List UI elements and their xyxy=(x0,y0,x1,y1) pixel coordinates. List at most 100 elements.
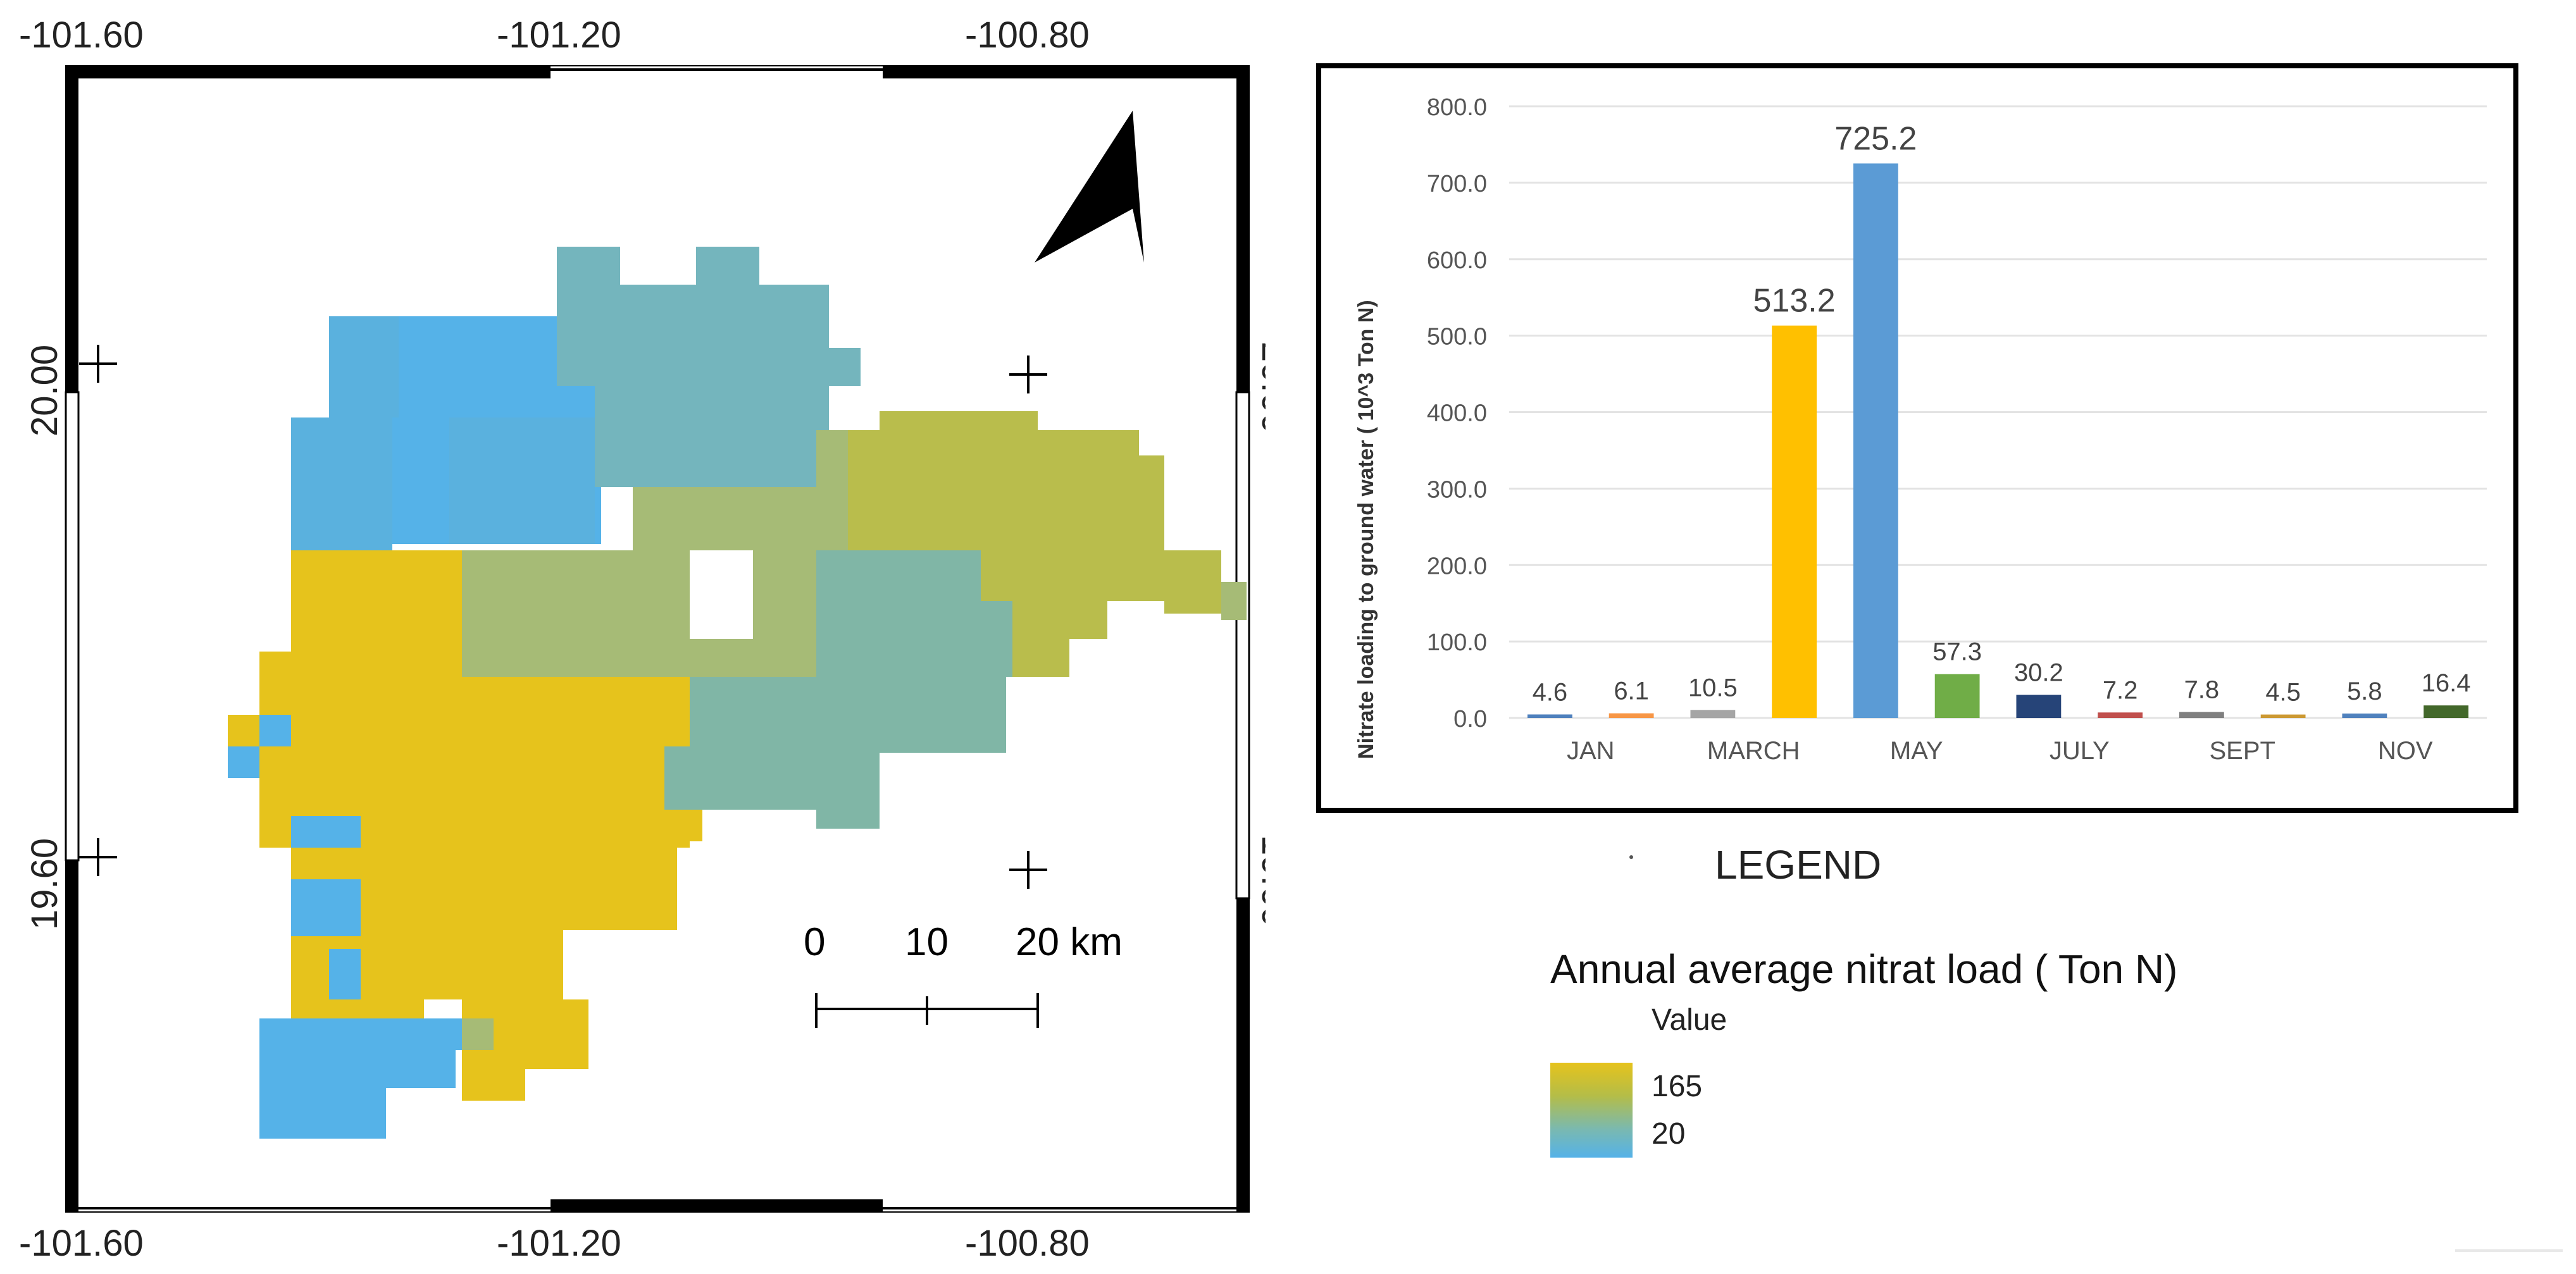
y-tick-label: 200.0 xyxy=(1427,553,1487,579)
bar-sept xyxy=(2179,712,2224,718)
legend-heading: LEGEND xyxy=(1715,842,1882,887)
raster-cell xyxy=(329,848,677,930)
north-arrow-icon xyxy=(1035,111,1144,263)
raster-cell xyxy=(1164,550,1221,614)
raster-cell xyxy=(259,1018,354,1088)
stray-dot xyxy=(1629,855,1633,859)
raster-cell xyxy=(753,550,816,639)
lon-label-top-3: -100.80 xyxy=(965,15,1090,56)
bar-april xyxy=(1772,325,1817,718)
bar-may xyxy=(1853,163,1898,718)
y-tick-label: 700.0 xyxy=(1427,171,1487,197)
raster-cell xyxy=(829,348,861,386)
map-panel: 0 10 20 km -101.60 -101.20 -100.80 -101.… xyxy=(19,15,1266,1264)
raster-cell xyxy=(1076,455,1164,569)
chart-bars xyxy=(1527,163,2469,718)
value-label: 4.5 xyxy=(2265,679,2301,707)
chart-x-ticks: JAN MARCH MAY JULY SEPT NOV xyxy=(1567,737,2433,765)
graticule-crosses xyxy=(79,345,1047,889)
chart-value-labels: 4.6 6.1 10.5 513.2 725.2 57.3 30.2 7.2 7.8 4.5 5.8… xyxy=(1533,120,2471,706)
lon-label-top-2: -101.20 xyxy=(497,15,621,56)
x-tick-label: JAN xyxy=(1567,737,1615,765)
raster-cell xyxy=(664,746,816,810)
value-label: 10.5 xyxy=(1688,674,1738,702)
raster-cell xyxy=(880,677,1006,753)
bar-feb xyxy=(1608,713,1654,718)
bar-nov xyxy=(2342,713,2387,718)
raster-cell xyxy=(259,715,291,746)
raster-cell xyxy=(595,386,829,487)
x-tick-label: MARCH xyxy=(1707,737,1800,765)
x-tick-label: MAY xyxy=(1890,737,1943,765)
bar-aug xyxy=(2098,712,2143,718)
raster-cell xyxy=(1012,639,1069,677)
value-label: 513.2 xyxy=(1753,283,1836,319)
y-tick-label: 300.0 xyxy=(1427,476,1487,503)
raster-cell xyxy=(462,1069,525,1101)
chart-y-ticks: 0.0 100.0 200.0 300.0 400.0 500.0 600.0 700.0 80… xyxy=(1427,94,1487,733)
chart-gridlines xyxy=(1509,105,2487,719)
y-tick-label: 800.0 xyxy=(1427,94,1487,121)
lon-label-bottom-3: -100.80 xyxy=(965,1223,1090,1264)
lon-label-top-1: -101.60 xyxy=(19,15,144,56)
value-label: 5.8 xyxy=(2347,677,2382,705)
raster-cell xyxy=(291,816,361,848)
value-label: 725.2 xyxy=(1834,120,1917,157)
raster-cell xyxy=(1000,417,1025,436)
y-tick-label: 500.0 xyxy=(1427,324,1487,350)
y-tick-label: 400.0 xyxy=(1427,400,1487,427)
bar-dec xyxy=(2424,705,2469,718)
legend-title: Annual average nitrat load ( Ton N) xyxy=(1550,946,2178,992)
x-tick-label: NOV xyxy=(2378,737,2433,765)
raster-cell xyxy=(228,746,259,778)
legend-color-ramp xyxy=(1550,1063,1633,1158)
nitrate-load-raster xyxy=(228,247,1247,1139)
bar-jan xyxy=(1527,714,1572,718)
value-label: 7.8 xyxy=(2184,676,2220,704)
raster-cell xyxy=(462,550,690,677)
lat-label-left-2: 19.60 xyxy=(24,838,65,930)
frame-graduation xyxy=(65,66,1250,1212)
lon-label-bottom-1: -101.60 xyxy=(19,1223,144,1264)
legend-max-value: 165 xyxy=(1652,1070,1703,1103)
raster-cell xyxy=(816,810,880,829)
raster-cell xyxy=(690,639,816,677)
scale-bar: 0 10 20 km xyxy=(804,920,1123,1028)
raster-cell xyxy=(557,247,620,285)
bar-oct xyxy=(2260,714,2306,718)
raster-cell xyxy=(329,316,399,417)
x-tick-label: SEPT xyxy=(2210,737,2275,765)
bar-july xyxy=(2016,695,2062,718)
value-label: 16.4 xyxy=(2422,669,2471,697)
raster-cell xyxy=(291,879,361,936)
value-label: 4.6 xyxy=(1533,678,1568,706)
raster-cell xyxy=(816,550,1012,677)
legend-min-value: 20 xyxy=(1652,1117,1686,1151)
lon-label-bottom-2: -101.20 xyxy=(497,1223,621,1264)
lat-label-right-2: 19.60 xyxy=(1254,835,1266,927)
value-label: 6.1 xyxy=(1614,677,1649,705)
nitrate-bar-chart: 0.0 100.0 200.0 300.0 400.0 500.0 600.0 700.0 80… xyxy=(1316,63,2518,813)
raster-cell xyxy=(462,1018,494,1050)
y-tick-label: 100.0 xyxy=(1427,629,1487,656)
value-label: 57.3 xyxy=(1932,638,1982,666)
chart-y-axis-label: Nitrate loading to ground water ( 10^3 T… xyxy=(1354,300,1378,759)
scale-label-0: 0 xyxy=(804,920,825,964)
lat-label-right-1: 20.00 xyxy=(1254,342,1266,433)
value-label: 7.2 xyxy=(2103,676,2138,704)
y-tick-label: 600.0 xyxy=(1427,247,1487,274)
legend-value-label: Value xyxy=(1652,1003,1727,1037)
raster-cell xyxy=(696,247,759,285)
lat-label-left-1: 20.00 xyxy=(24,345,65,436)
raster-cell xyxy=(259,1088,386,1139)
y-tick-label: 0.0 xyxy=(1453,706,1487,733)
chart-border xyxy=(1316,63,2518,813)
scale-label-10: 10 xyxy=(905,920,949,964)
value-label: 30.2 xyxy=(2014,659,2063,686)
raster-cell xyxy=(557,285,829,386)
raster-cell xyxy=(449,417,595,544)
raster-cell xyxy=(329,949,361,999)
bar-march xyxy=(1690,710,1736,718)
raster-cell xyxy=(291,417,392,550)
x-tick-label: JULY xyxy=(2050,737,2110,765)
